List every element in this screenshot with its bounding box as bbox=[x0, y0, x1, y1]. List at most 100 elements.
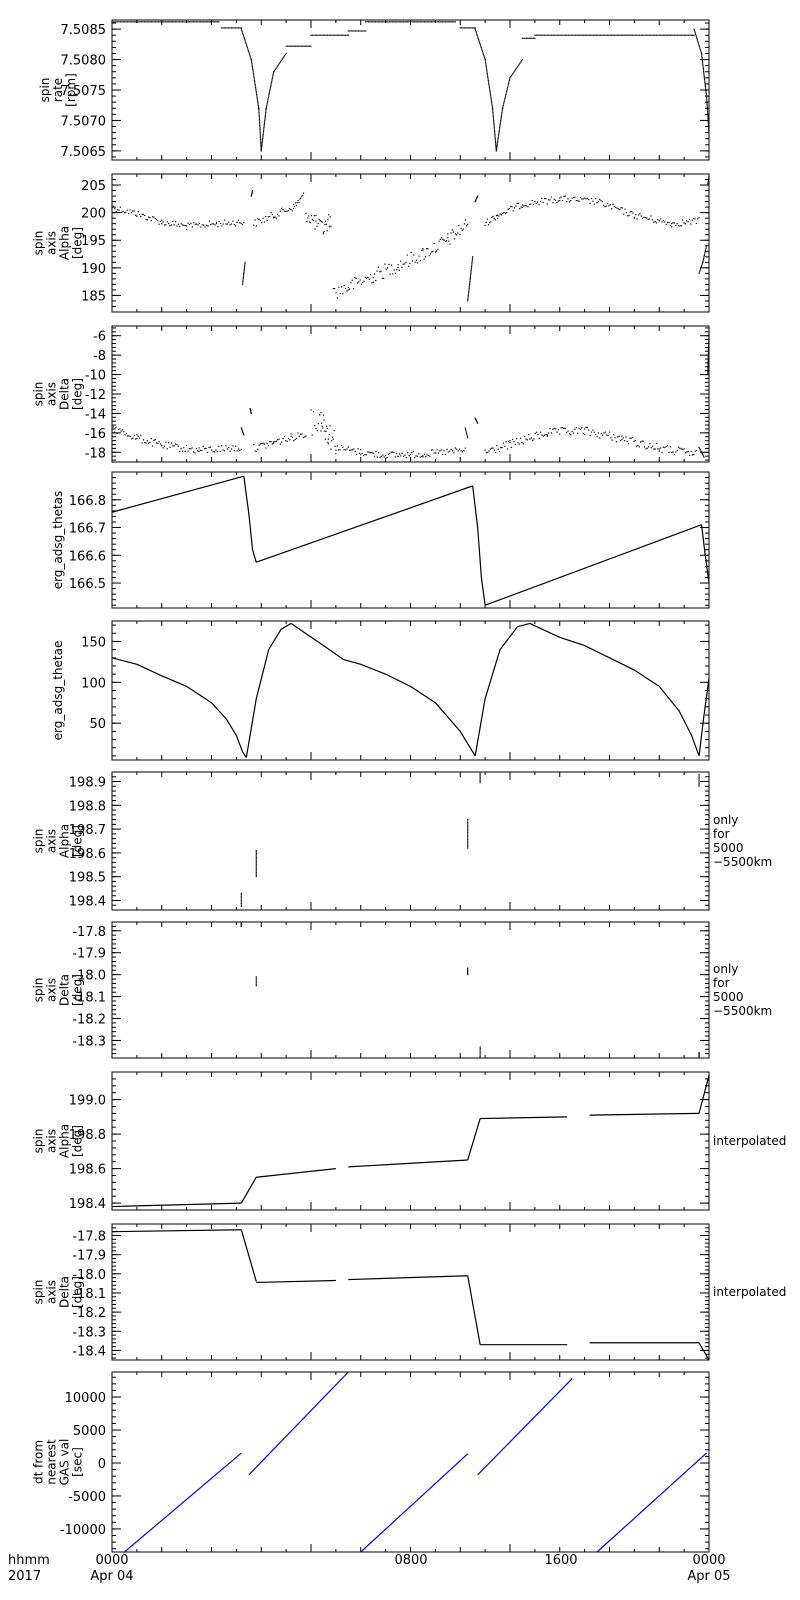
data-point bbox=[346, 34, 348, 36]
data-point bbox=[198, 222, 201, 224]
scatter-segment bbox=[474, 417, 479, 424]
scatter-segment bbox=[240, 427, 245, 436]
data-point bbox=[362, 281, 364, 284]
data-point bbox=[666, 445, 669, 447]
data-point bbox=[447, 237, 449, 239]
data-point bbox=[606, 34, 609, 36]
data-point bbox=[144, 441, 146, 444]
data-point bbox=[707, 178, 710, 181]
data-point bbox=[229, 450, 231, 452]
data-point bbox=[213, 223, 215, 225]
data-point bbox=[351, 279, 353, 281]
data-point bbox=[465, 430, 467, 432]
data-point bbox=[418, 21, 420, 23]
data-point bbox=[296, 45, 298, 47]
side-note-line: −5500km bbox=[713, 855, 772, 869]
data-point bbox=[380, 455, 383, 457]
data-point bbox=[459, 27, 461, 29]
data-point bbox=[409, 21, 412, 23]
data-point bbox=[240, 892, 242, 894]
data-point bbox=[311, 434, 313, 436]
data-point bbox=[271, 213, 273, 216]
data-point bbox=[495, 144, 497, 146]
data-point bbox=[557, 429, 559, 431]
data-point bbox=[305, 212, 307, 214]
data-point bbox=[340, 286, 343, 288]
data-point bbox=[484, 61, 487, 63]
data-point bbox=[615, 34, 617, 36]
data-point bbox=[401, 452, 403, 454]
data-point bbox=[705, 247, 707, 250]
data-point bbox=[644, 216, 647, 219]
data-point bbox=[487, 75, 489, 77]
data-point bbox=[609, 34, 611, 36]
data-point bbox=[521, 204, 524, 206]
data-point bbox=[147, 21, 150, 23]
y-axis-label: spin axis Alpha [deg] bbox=[32, 1124, 85, 1158]
data-point bbox=[467, 969, 469, 971]
data-point bbox=[390, 451, 392, 453]
data-point bbox=[267, 100, 269, 103]
data-point bbox=[637, 34, 639, 36]
data-point bbox=[263, 125, 265, 127]
data-point bbox=[409, 453, 412, 456]
data-point bbox=[467, 296, 469, 298]
data-point bbox=[264, 117, 266, 119]
data-point bbox=[236, 221, 238, 223]
panel-frame bbox=[111, 471, 710, 609]
data-point bbox=[707, 351, 710, 353]
data-point bbox=[255, 865, 257, 867]
data-point bbox=[486, 74, 489, 76]
data-point bbox=[308, 215, 310, 217]
data-point bbox=[269, 88, 271, 90]
data-point bbox=[451, 21, 454, 23]
data-point bbox=[677, 225, 680, 227]
data-point bbox=[517, 64, 520, 66]
data-point bbox=[295, 45, 297, 47]
data-point bbox=[545, 34, 547, 36]
data-point bbox=[332, 288, 334, 290]
data-point bbox=[499, 121, 502, 123]
data-point bbox=[262, 131, 265, 133]
data-point bbox=[272, 72, 275, 74]
data-point bbox=[657, 448, 659, 450]
data-point bbox=[292, 203, 295, 205]
data-point bbox=[326, 427, 328, 430]
data-point bbox=[276, 66, 278, 68]
data-point bbox=[665, 34, 667, 36]
data-point bbox=[330, 448, 332, 450]
data-point bbox=[504, 445, 506, 447]
data-point bbox=[269, 215, 271, 218]
data-point bbox=[374, 21, 377, 23]
data-point bbox=[707, 357, 709, 359]
data-point bbox=[190, 21, 192, 23]
data-point bbox=[592, 429, 594, 431]
data-point bbox=[247, 48, 249, 50]
data-point bbox=[265, 216, 267, 218]
series-segment bbox=[111, 657, 247, 758]
data-point bbox=[703, 76, 705, 78]
data-point bbox=[343, 285, 345, 287]
data-point bbox=[577, 432, 579, 434]
data-point bbox=[627, 215, 629, 217]
data-point bbox=[243, 274, 245, 276]
data-point bbox=[265, 110, 267, 112]
side-note-line: only bbox=[713, 962, 738, 976]
data-point bbox=[177, 223, 179, 225]
data-point bbox=[362, 454, 365, 457]
data-point bbox=[356, 30, 358, 32]
data-point bbox=[613, 205, 615, 208]
data-point bbox=[704, 252, 706, 254]
data-point bbox=[321, 425, 323, 427]
data-point bbox=[489, 89, 491, 91]
data-point bbox=[283, 436, 286, 438]
data-point bbox=[701, 57, 703, 59]
data-point bbox=[482, 52, 484, 54]
y-tick-label: 200 bbox=[81, 207, 106, 222]
data-point bbox=[695, 35, 697, 37]
data-point bbox=[253, 77, 255, 79]
data-point bbox=[335, 292, 337, 294]
data-point bbox=[398, 269, 400, 271]
y-tick-label: -12 bbox=[85, 388, 106, 403]
